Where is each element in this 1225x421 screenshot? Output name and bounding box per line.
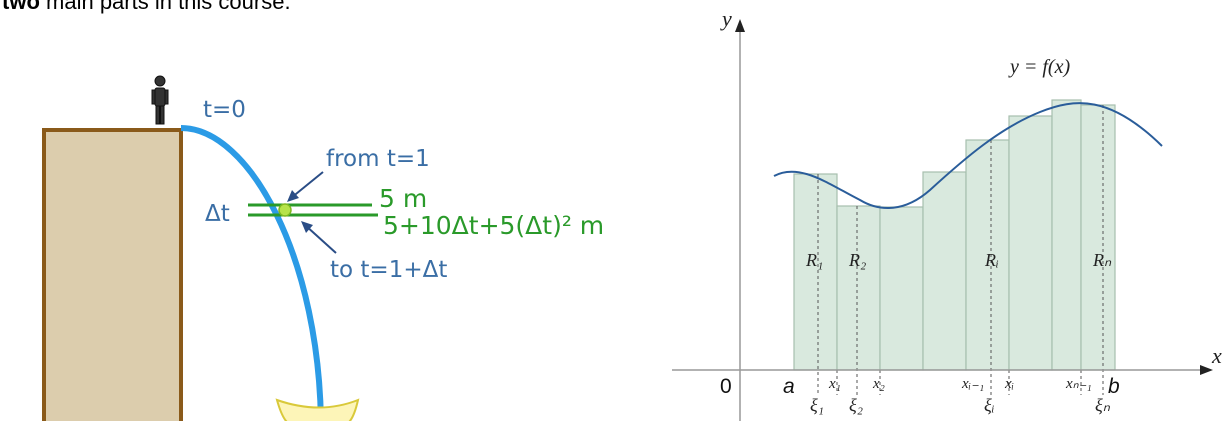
five-m-label: 5 m	[379, 184, 427, 213]
x-tick-label-2: x₂	[872, 376, 885, 392]
x-axis-label: x	[1211, 343, 1222, 368]
rect-8	[1080, 104, 1116, 371]
tower	[42, 128, 183, 421]
sample-dashed-lines	[817, 105, 1104, 395]
dt-label: Δt	[205, 201, 230, 227]
x-tick-label-i-minus-1: xᵢ₋₁	[961, 376, 984, 392]
from-label: from t=1	[326, 146, 430, 172]
region-label-1: R₁	[805, 250, 823, 270]
to-arrow	[304, 224, 337, 254]
xi-label-1: ξ₁	[810, 395, 824, 415]
caption-rest: main parts in this course.	[46, 0, 291, 14]
x-tick-label-i: xᵢ	[1004, 376, 1014, 392]
to-arrowhead	[301, 221, 313, 233]
expr-label: 5+10Δt+5(Δt)² m	[383, 211, 604, 240]
rect-6	[1008, 115, 1053, 371]
x-tick-label-n-minus-1: xₙ₋₁	[1065, 376, 1092, 392]
rect-1	[793, 173, 838, 371]
y-axis-label: y	[720, 6, 732, 31]
riemann-rectangles	[793, 99, 1116, 371]
landing-cushion	[275, 398, 360, 421]
a-label: a	[783, 375, 795, 398]
rect-7	[1051, 99, 1082, 371]
xi-label-n: ξₙ	[1095, 395, 1111, 415]
y-axis-arrowhead	[735, 19, 745, 32]
person-icon	[151, 75, 169, 125]
xi-label-i: ξᵢ	[984, 395, 995, 415]
from-arrow	[290, 171, 324, 199]
region-label-n: Rₙ	[1092, 250, 1112, 270]
region-label-2: R₂	[848, 250, 866, 270]
rect-2	[836, 205, 881, 371]
position-marker	[278, 203, 292, 217]
b-label: b	[1108, 375, 1120, 398]
curve-label: y = f(x)	[1008, 56, 1070, 78]
from-arrowhead	[287, 190, 299, 202]
x-tick-label-1: x₁	[828, 376, 841, 392]
rect-4	[922, 171, 967, 371]
t0-label: t=0	[203, 97, 246, 123]
origin-label: 0	[720, 375, 732, 398]
caption-text: two main parts in this course.	[2, 0, 291, 15]
region-label-i: Rᵢ	[984, 250, 999, 270]
function-curve	[773, 102, 1163, 209]
x-axis-arrowhead	[1200, 365, 1213, 375]
xi-label-2: ξ₂	[849, 395, 863, 415]
rect-5	[965, 139, 1010, 371]
to-label: to t=1+Δt	[330, 257, 447, 283]
falling-object-diagram: t=0 from t=1 Δt 5 m 5+10Δt+5(Δt)² m to t…	[42, 75, 604, 421]
caption-lead: two	[2, 0, 40, 14]
rect-3	[879, 206, 924, 371]
